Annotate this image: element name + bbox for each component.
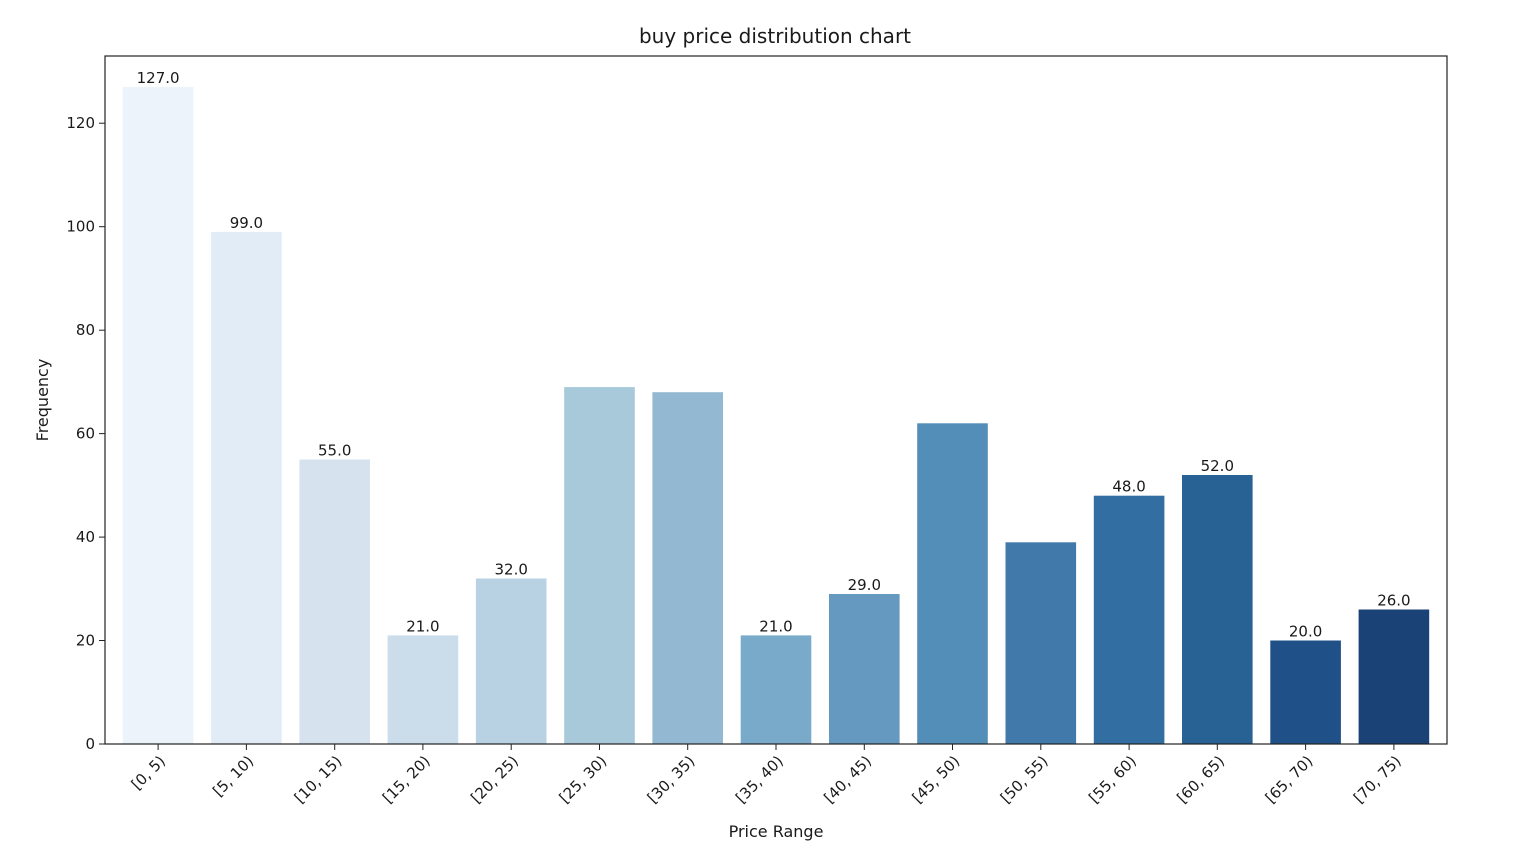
y-tick-label: 60 — [76, 425, 95, 443]
bar-value-label: 26.0 — [1377, 592, 1410, 610]
x-tick-label: [10, 15) — [291, 752, 346, 807]
x-tick-label: [60, 65) — [1173, 752, 1228, 807]
bar — [1093, 495, 1165, 744]
bars-group — [122, 87, 1430, 744]
y-tick-label: 100 — [66, 218, 95, 236]
bar-value-label: 32.0 — [494, 561, 527, 579]
bar — [122, 87, 194, 744]
x-tick-label: [25, 30) — [556, 752, 611, 807]
bar — [829, 594, 900, 744]
bar-value-label: 99.0 — [230, 214, 263, 232]
bar-value-label: 21.0 — [759, 617, 792, 635]
bar — [1270, 640, 1341, 744]
bar — [1182, 475, 1253, 744]
x-tick-label: [45, 50) — [909, 752, 964, 807]
y-tick-label: 0 — [85, 735, 95, 753]
bar — [1005, 542, 1077, 744]
bar — [475, 578, 547, 744]
x-tick-label: [35, 40) — [732, 752, 787, 807]
bar — [299, 459, 370, 744]
data-labels-group: 127.0 99.0 55.0 21.0 32.0 21.0 29.0 48.0 52.0 20.… — [137, 69, 1411, 641]
x-tick-label: [5, 10) — [209, 752, 257, 800]
bar-value-label: 52.0 — [1201, 457, 1234, 475]
x-axis: [0, 5) [5, 10) [10, 15) [15, 20) [20, 25) [25… — [128, 744, 1405, 807]
x-tick-label: [0, 5) — [128, 752, 169, 793]
chart-title: buy price distribution chart — [639, 24, 911, 48]
x-tick-label: [30, 35) — [644, 752, 699, 807]
x-tick-label: [70, 75) — [1350, 752, 1405, 807]
x-tick-label: [65, 70) — [1262, 752, 1317, 807]
y-tick-label: 120 — [66, 114, 95, 132]
y-tick-label: 40 — [76, 528, 95, 546]
x-tick-label: [50, 55) — [997, 752, 1052, 807]
bar — [564, 387, 635, 744]
bar — [652, 392, 723, 744]
bar — [917, 423, 988, 744]
y-axis: 0 20 40 60 80 100 120 — [66, 114, 105, 753]
y-tick-label: 20 — [76, 632, 95, 650]
bar — [1358, 609, 1430, 744]
x-tick-label: [55, 60) — [1085, 752, 1140, 807]
bar-value-label: 48.0 — [1112, 478, 1145, 496]
x-tick-label: [40, 45) — [820, 752, 875, 807]
x-tick-label: [20, 25) — [467, 752, 522, 807]
bar-value-label: 20.0 — [1289, 623, 1322, 641]
bar-value-label: 29.0 — [848, 576, 881, 594]
bar-value-label: 127.0 — [137, 69, 180, 87]
bar — [387, 635, 459, 744]
x-tick-label: [15, 20) — [379, 752, 434, 807]
y-tick-label: 80 — [76, 321, 95, 339]
bar — [740, 635, 812, 744]
x-axis-label: Price Range — [729, 822, 824, 841]
bar-value-label: 55.0 — [318, 442, 351, 460]
y-axis-label: Frequency — [33, 359, 52, 442]
bar — [211, 231, 282, 744]
bar-value-label: 21.0 — [406, 617, 439, 635]
